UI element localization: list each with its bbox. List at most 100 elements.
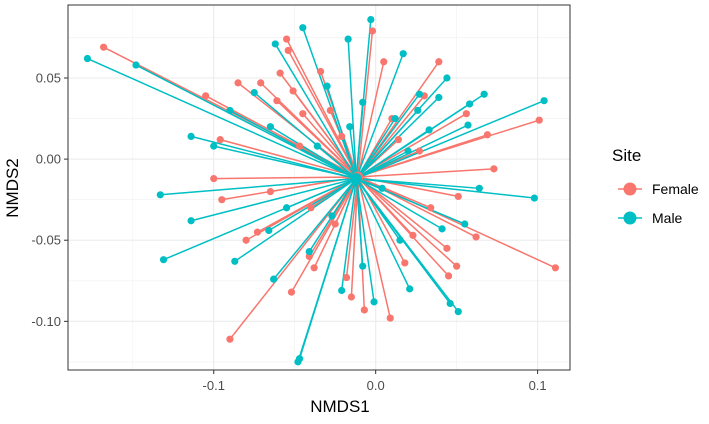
- point-male: [270, 275, 278, 283]
- point-female: [454, 192, 462, 201]
- point-female: [202, 92, 210, 100]
- spider-line-male: [347, 39, 357, 179]
- point-male: [187, 132, 195, 140]
- x-axis-title: NMDS1: [310, 397, 370, 416]
- point-female: [409, 231, 417, 239]
- spider-line-male: [355, 109, 419, 180]
- point-female: [386, 314, 394, 322]
- spider-line-male: [135, 64, 357, 180]
- spider-line-male: [331, 178, 357, 217]
- point-male: [159, 256, 168, 264]
- point-male: [231, 257, 239, 265]
- point-female: [307, 204, 315, 212]
- spider-line-male: [213, 145, 357, 180]
- point-male: [446, 299, 454, 308]
- point-male: [406, 285, 414, 293]
- point-male: [346, 123, 354, 131]
- point-female: [338, 132, 346, 140]
- point-female: [226, 335, 234, 343]
- spider-line-female: [350, 176, 359, 298]
- y-axis: 0.05 0.00 -0.05 -0.10: [31, 71, 68, 329]
- spider-line-male: [316, 145, 357, 180]
- point-male: [299, 24, 307, 32]
- spider-line-male: [297, 178, 357, 363]
- spider-line-male: [190, 177, 357, 222]
- point-female: [443, 244, 451, 252]
- y-axis-title: NMDS2: [3, 158, 22, 218]
- point-male: [464, 121, 472, 129]
- spider-line-female: [357, 176, 458, 267]
- y-tick-label: -0.05: [31, 233, 61, 248]
- point-male: [391, 114, 399, 123]
- legend-item-female: Female: [618, 181, 699, 197]
- spider-line-male: [302, 27, 357, 179]
- point-female: [331, 220, 339, 228]
- point-female: [210, 174, 218, 183]
- point-male: [443, 74, 451, 82]
- spider-line-male: [355, 129, 430, 180]
- point-male: [404, 147, 412, 155]
- y-tick-label: -0.10: [31, 314, 61, 329]
- point-male: [425, 126, 433, 134]
- spider-line-male: [270, 126, 357, 180]
- spider-line-male: [234, 177, 357, 262]
- x-tick-label: 0.1: [529, 378, 547, 393]
- legend-title: Site: [612, 146, 641, 165]
- plot-panel-border: [67, 4, 571, 371]
- x-tick-label: -0.1: [203, 378, 225, 393]
- point-female: [317, 67, 325, 76]
- spider-line-female: [245, 176, 359, 241]
- point-male: [461, 220, 469, 228]
- spider-line-female: [357, 176, 450, 277]
- point-male: [265, 226, 273, 235]
- spider-line-female: [357, 168, 494, 178]
- spider-line-male: [340, 178, 357, 291]
- point-male: [540, 97, 548, 105]
- point-male: [313, 142, 321, 150]
- point-female: [299, 110, 307, 118]
- legend-label: Male: [652, 210, 683, 226]
- point-male: [294, 358, 302, 366]
- legend-key-dot: [623, 182, 637, 196]
- point-male: [359, 98, 367, 106]
- point-male: [132, 61, 140, 69]
- spider-line-male: [349, 126, 357, 179]
- spider-line-male: [268, 177, 357, 232]
- point-female: [435, 58, 443, 66]
- spider-line-male: [355, 118, 396, 179]
- spider-line-male: [355, 177, 466, 225]
- point-male: [396, 236, 404, 244]
- point-female: [253, 228, 262, 236]
- point-female: [287, 288, 296, 296]
- spider-line-male: [326, 85, 357, 179]
- spider-lines: [87, 19, 556, 363]
- point-male: [530, 194, 538, 202]
- spider-line-male: [356, 177, 535, 199]
- point-female: [257, 79, 265, 87]
- spider-line-male: [229, 109, 357, 180]
- legend-item-male: Male: [618, 210, 683, 226]
- point-male: [226, 106, 234, 115]
- spider-line-male: [87, 57, 357, 180]
- spider-line-female: [357, 176, 556, 269]
- point-female: [453, 262, 461, 270]
- legend-key-dot: [623, 211, 637, 225]
- y-tick-label: 0.05: [36, 71, 61, 86]
- spider-line-male: [274, 43, 357, 179]
- spider-line-male: [273, 178, 357, 280]
- point-female: [273, 97, 281, 105]
- spider-line-female: [220, 138, 359, 178]
- spider-line-male: [286, 177, 357, 209]
- spider-line-male: [355, 53, 404, 179]
- y-tick-label: 0.00: [36, 152, 61, 167]
- x-tick-label: 0.0: [367, 378, 385, 393]
- point-male: [210, 142, 218, 150]
- spider-line-male: [355, 178, 411, 290]
- point-female: [472, 233, 480, 241]
- point-female: [380, 58, 388, 66]
- point-female: [444, 272, 453, 280]
- point-male: [338, 286, 346, 295]
- spider-line-male: [355, 150, 409, 180]
- point-female: [283, 35, 291, 43]
